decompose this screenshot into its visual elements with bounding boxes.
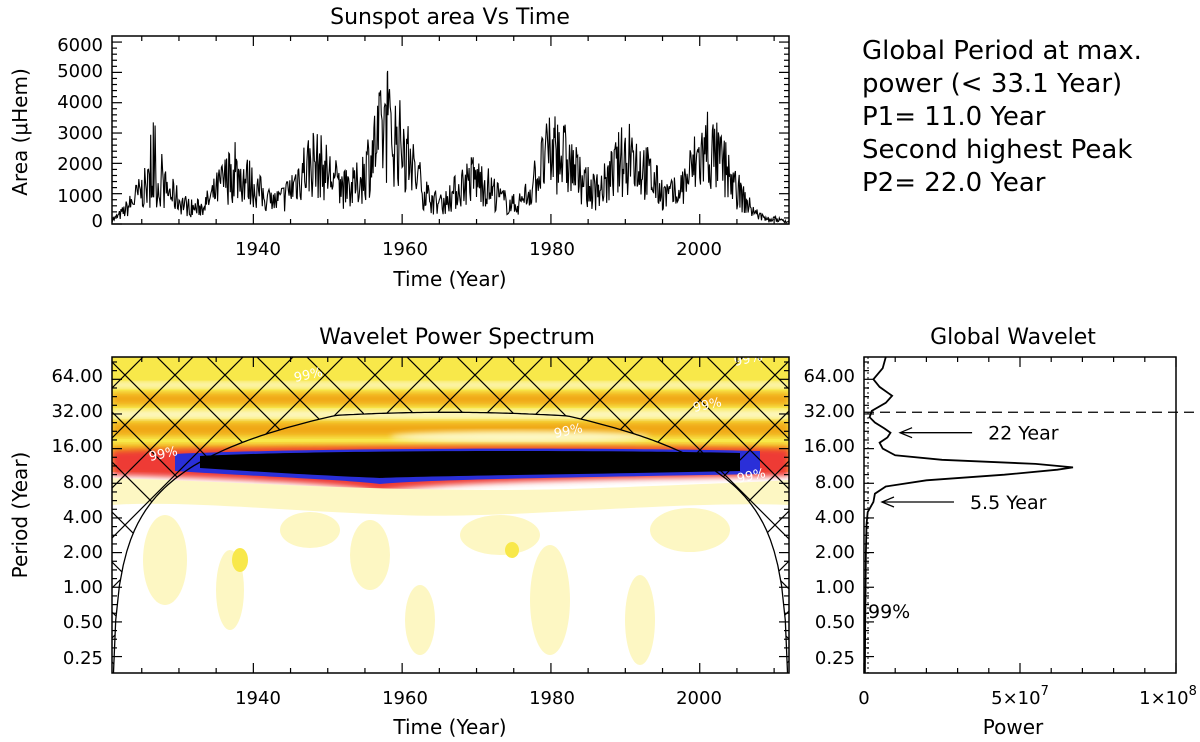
info-line-5: P2= 22.0 Year xyxy=(862,168,1046,198)
info-line-2: power (< 33.1 Year) xyxy=(862,69,1122,99)
gw-ytick-label-4.00: 4.00 xyxy=(815,507,855,528)
global-wavelet-title: Global Wavelet xyxy=(930,325,1096,350)
wps-ytick-label-1.00: 1.00 xyxy=(63,577,103,598)
wps-ytick-label-32.00: 32.00 xyxy=(51,401,103,422)
band-22yr-pale-core xyxy=(390,431,650,443)
gw-xtick-label-1e8: 1×108 xyxy=(1139,684,1197,709)
blob-pale-6 xyxy=(625,575,655,665)
annotation-5-5yr: 5.5 Year xyxy=(880,492,1047,514)
ts-ytick-label-6000: 6000 xyxy=(57,35,103,56)
blob-pale-3 xyxy=(350,520,390,590)
wps-xtick-label-1940: 1940 xyxy=(235,688,281,709)
wavelet-contours: 99% 99% 99% 99% 99% 99% xyxy=(112,357,789,673)
gw-xtick-label-5e7: 5×107 xyxy=(991,684,1049,709)
wps-xtick-label-2000: 2000 xyxy=(676,688,722,709)
wavelet-title: Wavelet Power Spectrum xyxy=(319,325,595,350)
cone-of-influence-line xyxy=(112,411,789,673)
sig-label-2: 99% xyxy=(148,444,179,465)
sig-label-4: 99% xyxy=(692,395,723,416)
sig-label-5: 99% xyxy=(736,466,767,487)
gw-xtick-5e7-exponent: 7 xyxy=(1041,684,1049,699)
ts-ytick-label-5000: 5000 xyxy=(57,61,103,82)
ts-xtick-label-1980: 1980 xyxy=(529,239,575,260)
wavelet-panel: Wavelet Power Spectrum xyxy=(8,325,790,739)
ts-ytick-label-2000: 2000 xyxy=(57,154,103,175)
wavelet-ticks xyxy=(112,357,789,673)
timeseries-xlabel: Time (Year) xyxy=(392,267,506,291)
gw-ytick-label-64.00: 64.00 xyxy=(803,366,855,387)
gw-ytick-label-2.00: 2.00 xyxy=(815,542,855,563)
gw-xtick-1e8-text: 1×10 xyxy=(1139,688,1188,709)
sig-label-3: 99% xyxy=(553,421,584,442)
info-line-1: Global Period at max. xyxy=(862,36,1142,66)
blob-pale-9 xyxy=(650,508,730,552)
timeseries-frame xyxy=(111,35,790,225)
annotation-22yr: 22 Year xyxy=(898,423,1059,445)
annotation-5-5yr-arrowhead xyxy=(880,496,895,508)
blob-yellow-1 xyxy=(232,548,248,572)
info-text-block: Global Period at max. power (< 33.1 Year… xyxy=(862,36,1142,198)
timeseries-ticks xyxy=(112,36,789,225)
gw-xtick-5e7-text: 5×10 xyxy=(991,688,1040,709)
cone-of-influence-hatch xyxy=(112,357,789,673)
global-wavelet-panel: Global Wavelet 0.25 0.50 1.00 2.00 4.00 … xyxy=(803,325,1196,739)
gw-ytick-label-1.00: 1.00 xyxy=(815,577,855,598)
gw-ytick-label-8.00: 8.00 xyxy=(815,472,855,493)
ts-xtick-label-1960: 1960 xyxy=(382,239,428,260)
sig-label-1: 99% xyxy=(293,365,324,386)
band-11yr-black xyxy=(200,451,740,478)
info-line-4: Second highest Peak xyxy=(862,135,1132,165)
timeseries-title: Sunspot area Vs Time xyxy=(330,5,570,30)
annotation-22yr-arrowhead xyxy=(898,427,913,439)
wavelet-ylabel: Period (Year) xyxy=(8,452,32,579)
global-power-line xyxy=(864,357,1074,673)
blob-pale-8 xyxy=(460,515,540,555)
gw-xtick-0-text: 0 xyxy=(858,688,869,709)
ts-ytick-label-4000: 4000 xyxy=(57,92,103,113)
blob-pale-5 xyxy=(530,545,570,655)
band-short-period-pale xyxy=(112,478,789,516)
global-wavelet-frame xyxy=(863,356,1177,674)
wps-ytick-label-64.00: 64.00 xyxy=(51,366,103,387)
ts-ytick-label-0: 0 xyxy=(92,211,103,232)
info-line-3: P1= 11.0 Year xyxy=(862,102,1046,132)
annotation-5-5yr-label: 5.5 Year xyxy=(970,492,1047,514)
timeseries-line-layer xyxy=(112,70,789,224)
gw-xtick-1e8-exponent: 8 xyxy=(1189,684,1197,699)
wavelet-frame xyxy=(111,356,790,674)
wps-ytick-label-2.00: 2.00 xyxy=(63,542,103,563)
gw-ytick-label-16.00: 16.00 xyxy=(803,436,855,457)
blob-pale-1 xyxy=(143,515,187,605)
gw-ytick-label-32.00: 32.00 xyxy=(803,401,855,422)
wavelet-xlabel: Time (Year) xyxy=(392,715,506,739)
blob-pale-4 xyxy=(405,585,435,655)
global-wavelet-ticks xyxy=(863,357,1177,673)
ts-ytick-label-1000: 1000 xyxy=(57,186,103,207)
timeseries-panel: Sunspot area Vs Time 1940 1960 1980 2000… xyxy=(8,5,790,291)
band-32yr-pale xyxy=(112,410,789,419)
wps-ytick-label-8.00: 8.00 xyxy=(63,472,103,493)
ts-xtick-label-1940: 1940 xyxy=(235,239,281,260)
global-power-layer xyxy=(864,357,1074,673)
global-significance-label: 99% xyxy=(868,601,910,623)
wps-ytick-label-16.00: 16.00 xyxy=(51,436,103,457)
global-wavelet-xlabel: Power xyxy=(983,715,1044,739)
wps-ytick-label-0.50: 0.50 xyxy=(63,612,103,633)
wps-ytick-label-0.25: 0.25 xyxy=(63,648,103,669)
gw-ytick-label-0.50: 0.50 xyxy=(815,612,855,633)
gw-ytick-label-0.25: 0.25 xyxy=(815,648,855,669)
ts-ytick-label-3000: 3000 xyxy=(57,123,103,144)
ts-xtick-label-2000: 2000 xyxy=(676,239,722,260)
annotation-22yr-label: 22 Year xyxy=(988,423,1059,445)
gw-xtick-label-0: 0 xyxy=(858,688,869,709)
timeseries-ylabel: Area (μHem) xyxy=(8,68,32,196)
wps-ytick-label-4.00: 4.00 xyxy=(63,507,103,528)
timeseries-line xyxy=(112,70,789,224)
wps-xtick-label-1980: 1980 xyxy=(529,688,575,709)
blob-pale-7 xyxy=(280,512,340,548)
blob-yellow-2 xyxy=(505,542,519,558)
wps-xtick-label-1960: 1960 xyxy=(382,688,428,709)
